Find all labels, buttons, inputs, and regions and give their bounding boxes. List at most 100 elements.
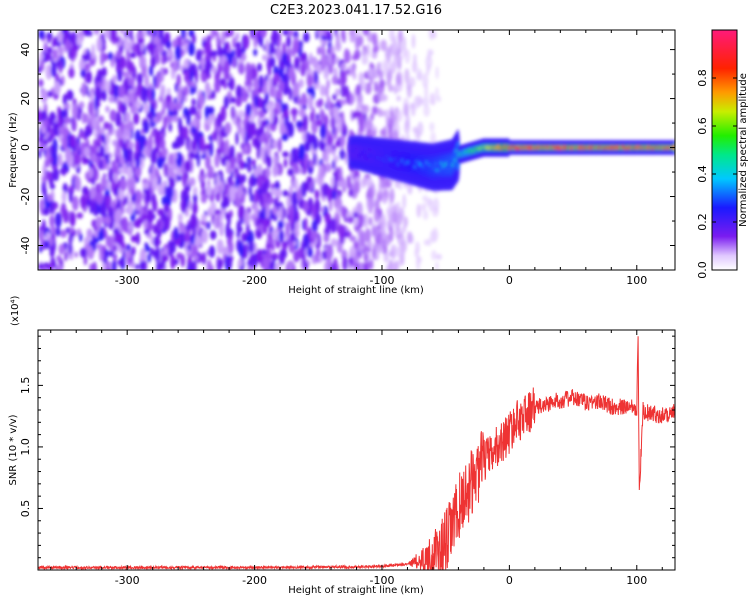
- noise-blob: [92, 241, 97, 251]
- noise-blob: [68, 67, 75, 79]
- noise-blob: [97, 204, 101, 213]
- noise-blob: [352, 30, 356, 43]
- noise-blob: [94, 95, 98, 111]
- noise-blob: [205, 81, 211, 98]
- noise-blob: [352, 72, 357, 80]
- noise-blob: [281, 133, 289, 142]
- noise-blob: [158, 95, 164, 103]
- noise-blob: [51, 39, 56, 48]
- noise-blob: [152, 224, 157, 235]
- noise-blob: [288, 87, 292, 101]
- x-tick-label: -300: [115, 274, 140, 287]
- noise-blob: [52, 167, 59, 181]
- noise-blob: [247, 266, 252, 270]
- noise-blob: [209, 140, 214, 157]
- noise-blob: [416, 68, 423, 81]
- noise-blob: [235, 131, 239, 146]
- noise-blob: [256, 248, 262, 262]
- noise-blob: [180, 198, 187, 213]
- noise-blob: [380, 39, 387, 51]
- noise-blob: [334, 166, 340, 182]
- noise-blob: [192, 191, 198, 206]
- noise-blob: [197, 108, 202, 118]
- noise-blob: [340, 62, 347, 71]
- noise-blob: [206, 259, 212, 270]
- noise-blob: [104, 216, 111, 225]
- noise-blob: [326, 96, 331, 110]
- noise-blob: [383, 59, 387, 75]
- noise-blob: [275, 188, 283, 198]
- noise-blob: [282, 151, 289, 158]
- noise-blob: [52, 121, 59, 136]
- noise-blob: [266, 123, 270, 138]
- noise-blob: [209, 230, 217, 240]
- noise-blob: [347, 216, 355, 224]
- noise-blob: [71, 117, 77, 132]
- noise-blob: [269, 86, 274, 98]
- noise-blob: [388, 225, 394, 242]
- noise-blob: [57, 106, 62, 115]
- noise-blob: [102, 135, 107, 146]
- noise-blob: [171, 240, 176, 254]
- noise-blob: [308, 56, 315, 65]
- noise-blob: [95, 155, 100, 168]
- noise-blob: [235, 176, 240, 189]
- noise-blob: [304, 217, 308, 233]
- noise-blob: [215, 213, 220, 229]
- noise-blob: [140, 156, 145, 170]
- noise-blob: [261, 99, 268, 106]
- noise-blob: [293, 39, 300, 54]
- noise-blob: [189, 151, 195, 159]
- x-tick-label: 100: [626, 274, 647, 287]
- y-tick-label: 0: [19, 144, 32, 151]
- noise-blob: [135, 190, 142, 205]
- noise-blob: [190, 213, 196, 228]
- noise-blob: [188, 200, 193, 211]
- noise-blob: [86, 199, 91, 207]
- noise-blob: [368, 216, 373, 226]
- noise-blob: [38, 244, 43, 253]
- noise-blob: [312, 205, 317, 219]
- noise-blob: [246, 156, 252, 164]
- noise-blob: [45, 151, 51, 160]
- noise-blob: [328, 186, 333, 203]
- noise-blob: [364, 228, 371, 243]
- noise-blob: [78, 131, 86, 139]
- noise-blob: [389, 187, 395, 204]
- noise-blob: [43, 206, 50, 216]
- noise-blob: [182, 126, 189, 140]
- noise-blob: [144, 245, 151, 253]
- noise-blob: [175, 151, 183, 168]
- noise-blob: [64, 117, 72, 124]
- spectrogram-x-axis: -300 -200 -100 0 100: [50, 30, 663, 287]
- noise-blob: [429, 122, 435, 132]
- noise-blob: [50, 63, 57, 78]
- noise-blob: [402, 36, 406, 50]
- noise-blob: [164, 216, 171, 231]
- noise-blob: [165, 40, 172, 50]
- noise-blob: [324, 163, 332, 173]
- snr-series: [38, 336, 675, 570]
- noise-blob: [436, 95, 442, 103]
- noise-blob: [68, 188, 73, 203]
- noise-blob: [412, 126, 419, 134]
- noise-blob: [147, 134, 153, 151]
- noise-blob: [235, 32, 240, 40]
- noise-blob: [124, 80, 129, 91]
- noise-blob: [264, 74, 269, 82]
- noise-blob: [87, 245, 95, 260]
- noise-blob: [130, 235, 137, 243]
- noise-blob: [160, 84, 166, 99]
- noise-blob: [64, 251, 68, 262]
- x-tick-label: -100: [369, 274, 394, 287]
- snr-line: [38, 336, 675, 570]
- noise-blob: [298, 108, 306, 118]
- noise-blob: [331, 190, 337, 200]
- noise-blob: [191, 139, 197, 151]
- noise-blob: [241, 52, 247, 62]
- noise-blob: [224, 139, 230, 156]
- x-tick-label: -100: [369, 574, 394, 587]
- noise-blob: [101, 66, 107, 77]
- noise-blob: [106, 180, 110, 191]
- noise-blob: [349, 235, 357, 242]
